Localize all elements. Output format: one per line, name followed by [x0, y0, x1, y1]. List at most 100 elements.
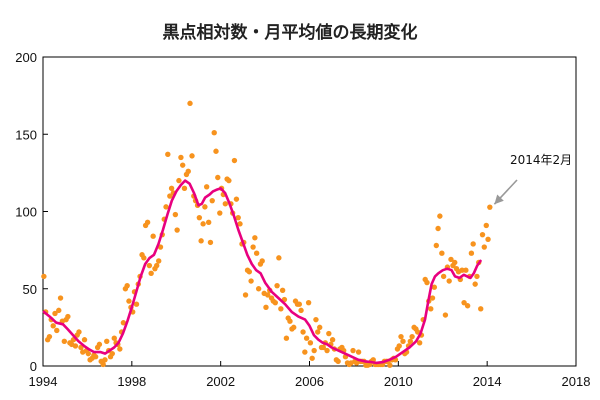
monthly-point [217, 210, 223, 216]
monthly-point [156, 258, 162, 264]
monthly-point [470, 241, 476, 247]
monthly-point [446, 278, 452, 284]
monthly-point [300, 329, 306, 335]
annotation-arrowhead [494, 194, 504, 205]
monthly-point [414, 329, 421, 335]
monthly-point [207, 239, 214, 246]
monthly-point [233, 196, 240, 202]
monthly-point [278, 306, 284, 312]
monthly-point [302, 349, 308, 355]
monthly-point [398, 333, 404, 340]
monthly-point [464, 303, 471, 309]
monthly-point [429, 295, 436, 301]
monthly-point [305, 299, 312, 306]
monthly-point [320, 344, 326, 351]
monthly-point [252, 235, 258, 241]
monthly-point [146, 262, 153, 269]
monthly-point [439, 250, 445, 256]
monthly-point [205, 219, 212, 226]
monthly-point [61, 338, 68, 344]
monthly-point [307, 340, 314, 346]
monthly-point [274, 282, 280, 289]
monthly-point [41, 273, 47, 280]
monthly-point [242, 292, 249, 298]
smoothed-series [42, 179, 482, 365]
monthly-point [178, 154, 184, 161]
monthly-point [189, 153, 195, 159]
monthly-point [387, 362, 393, 368]
monthly-point [148, 270, 154, 276]
monthly-point [474, 273, 480, 280]
monthly-point [174, 227, 180, 233]
monthly-point [350, 347, 356, 354]
y-tick-label: 100 [15, 205, 37, 220]
monthly-point [468, 250, 475, 256]
monthly-point [407, 338, 414, 344]
y-tick-label: 200 [15, 50, 37, 65]
x-tick-label: 2006 [295, 374, 324, 389]
monthly-point [461, 299, 467, 306]
monthly-point [133, 301, 140, 307]
monthly-point [104, 338, 110, 344]
monthly-point [181, 185, 188, 192]
monthly-point [213, 148, 219, 154]
monthly-point [326, 330, 332, 337]
monthly-point [287, 318, 293, 324]
monthly-point [176, 177, 182, 184]
monthly-point [231, 157, 238, 164]
annotation-label: 2014年2月 [510, 153, 572, 167]
x-tick-label: 1994 [29, 374, 58, 389]
monthly-point [209, 197, 215, 204]
monthly-point [154, 262, 160, 269]
monthly-point [102, 357, 108, 363]
monthly-point [237, 221, 243, 227]
monthly-point [235, 214, 241, 221]
monthly-point [313, 316, 319, 323]
monthly-point [81, 337, 88, 343]
monthly-point [276, 255, 282, 261]
monthly-point [440, 273, 447, 280]
monthly-point [452, 259, 458, 266]
monthly-point [211, 130, 217, 136]
monthly-point [179, 162, 186, 168]
monthly-point [250, 244, 256, 250]
monthly-point [291, 324, 297, 331]
annotation-group: 2014年2月 [493, 153, 572, 205]
monthly-point [111, 335, 117, 341]
monthly-point [253, 250, 260, 256]
monthly-point [265, 292, 271, 298]
monthly-point [472, 281, 478, 287]
monthly-point [329, 337, 336, 343]
smoothed-line [42, 179, 482, 365]
monthly-point [448, 256, 454, 263]
monthly-point [442, 312, 449, 318]
chart-title: 黒点相対数・月平均値の長期変化 [163, 22, 418, 43]
monthly-point [311, 347, 317, 354]
monthly-point [335, 358, 341, 365]
x-tick-label: 2014 [473, 374, 502, 389]
monthly-point [56, 307, 62, 314]
monthly-point [272, 299, 278, 306]
monthly-point [163, 204, 169, 210]
monthly-point [46, 333, 53, 340]
monthly-point [485, 236, 491, 243]
monthly-point [435, 225, 441, 232]
monthly-point [167, 193, 173, 199]
plot-frame [42, 56, 577, 367]
monthly-point [126, 298, 132, 304]
monthly-point [255, 286, 262, 292]
monthly-point [424, 279, 430, 286]
monthly-point [400, 338, 406, 344]
monthly-point [246, 269, 253, 275]
monthly-point [141, 255, 147, 261]
monthly-point [263, 304, 269, 310]
monthly-point [222, 201, 229, 207]
monthly-point [203, 184, 210, 190]
monthly-point [72, 343, 79, 349]
monthly-point [96, 341, 103, 348]
monthly-point [315, 329, 321, 335]
monthly-point [483, 222, 489, 229]
monthly-point [296, 301, 302, 307]
monthly-point [481, 244, 487, 250]
monthly-point [168, 185, 175, 192]
